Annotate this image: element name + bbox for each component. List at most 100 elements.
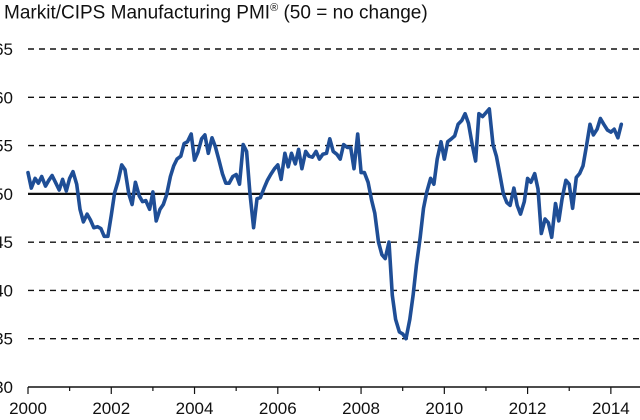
data-point <box>395 318 397 320</box>
data-point <box>190 133 192 135</box>
data-point <box>370 199 373 201</box>
data-point <box>107 235 109 237</box>
x-tick-label-2000: 2000 <box>9 399 47 418</box>
data-point <box>301 168 303 170</box>
data-point <box>620 123 622 125</box>
data-point <box>159 208 161 210</box>
data-point <box>388 241 390 243</box>
data-point <box>360 172 362 174</box>
data-point <box>65 190 67 192</box>
data-point <box>176 158 178 160</box>
y-tick-label-30: 30 <box>0 378 13 397</box>
x-axis-ticks: 2000 2002 2004 2006 2008 2010 2012 2014 <box>9 386 640 418</box>
data-point <box>363 172 365 174</box>
data-point <box>589 123 591 125</box>
data-point <box>204 134 206 136</box>
y-tick-label-60: 60 <box>0 88 13 107</box>
data-point <box>318 158 321 160</box>
data-point <box>263 187 265 189</box>
data-point <box>259 197 261 199</box>
data-point <box>48 179 50 181</box>
data-point <box>433 183 435 185</box>
data-point <box>145 200 147 202</box>
data-point <box>207 152 209 154</box>
data-point <box>103 235 105 237</box>
data-point <box>336 153 338 155</box>
data-point <box>367 181 369 183</box>
data-point <box>152 191 154 193</box>
data-point <box>110 214 112 216</box>
data-point <box>121 164 123 166</box>
data-point <box>482 116 484 118</box>
data-point <box>61 178 64 180</box>
data-point <box>44 185 47 187</box>
data-point <box>571 207 574 209</box>
x-tick-label-2014: 2014 <box>592 399 630 418</box>
y-tick-label-40: 40 <box>0 281 13 300</box>
data-point <box>79 208 81 210</box>
data-point <box>37 182 40 184</box>
data-point <box>166 194 168 196</box>
data-point <box>467 122 470 124</box>
chart-title-text: Markit/CIPS Manufacturing PMI <box>4 2 271 24</box>
data-point <box>256 198 258 200</box>
data-point <box>218 158 220 160</box>
data-point <box>339 158 341 160</box>
data-point <box>471 144 473 146</box>
data-point <box>329 138 331 140</box>
data-point <box>162 203 164 206</box>
data-point <box>519 213 522 215</box>
data-point <box>499 172 501 175</box>
data-point <box>440 141 442 143</box>
data-point <box>613 128 615 130</box>
data-point <box>374 212 376 214</box>
data-point <box>554 202 557 205</box>
data-point <box>311 156 313 158</box>
data-point <box>58 189 60 191</box>
data-point <box>193 159 196 161</box>
data-point <box>582 165 584 167</box>
series-layer <box>26 107 624 341</box>
data-point <box>242 144 244 146</box>
data-point <box>492 144 494 146</box>
data-point <box>93 227 95 229</box>
data-point <box>169 175 171 178</box>
data-point <box>280 178 282 180</box>
data-point <box>148 208 151 210</box>
data-point <box>305 150 307 152</box>
data-point <box>513 187 515 189</box>
data-point <box>186 141 189 143</box>
data-point <box>530 181 532 183</box>
data-point <box>287 166 289 168</box>
data-point <box>429 177 432 180</box>
x-tick-label-2008: 2008 <box>342 399 380 418</box>
y-tick-label-65: 65 <box>0 40 13 59</box>
y-axis-ticks: 30 35 40 45 50 55 60 65 <box>0 40 13 397</box>
data-point <box>422 207 425 209</box>
data-point <box>450 138 453 140</box>
data-point <box>284 152 286 154</box>
data-point <box>183 143 185 145</box>
data-point <box>461 119 463 122</box>
data-point <box>214 145 216 148</box>
x-tick-label-2012: 2012 <box>509 399 547 418</box>
data-point <box>201 138 203 140</box>
data-point <box>253 227 255 229</box>
data-point <box>603 123 605 125</box>
data-point <box>100 228 102 230</box>
data-point <box>86 213 88 215</box>
data-point <box>540 232 542 235</box>
data-point <box>221 172 224 175</box>
data-point <box>409 318 411 320</box>
data-point <box>332 150 334 152</box>
data-point <box>34 177 36 180</box>
data-point <box>568 183 570 185</box>
data-point <box>398 331 400 333</box>
data-point <box>485 112 487 114</box>
data-point <box>488 108 490 110</box>
gridlines <box>28 48 640 340</box>
data-point <box>273 168 276 170</box>
data-point <box>232 175 234 178</box>
data-point <box>238 183 241 185</box>
data-point <box>128 193 130 195</box>
